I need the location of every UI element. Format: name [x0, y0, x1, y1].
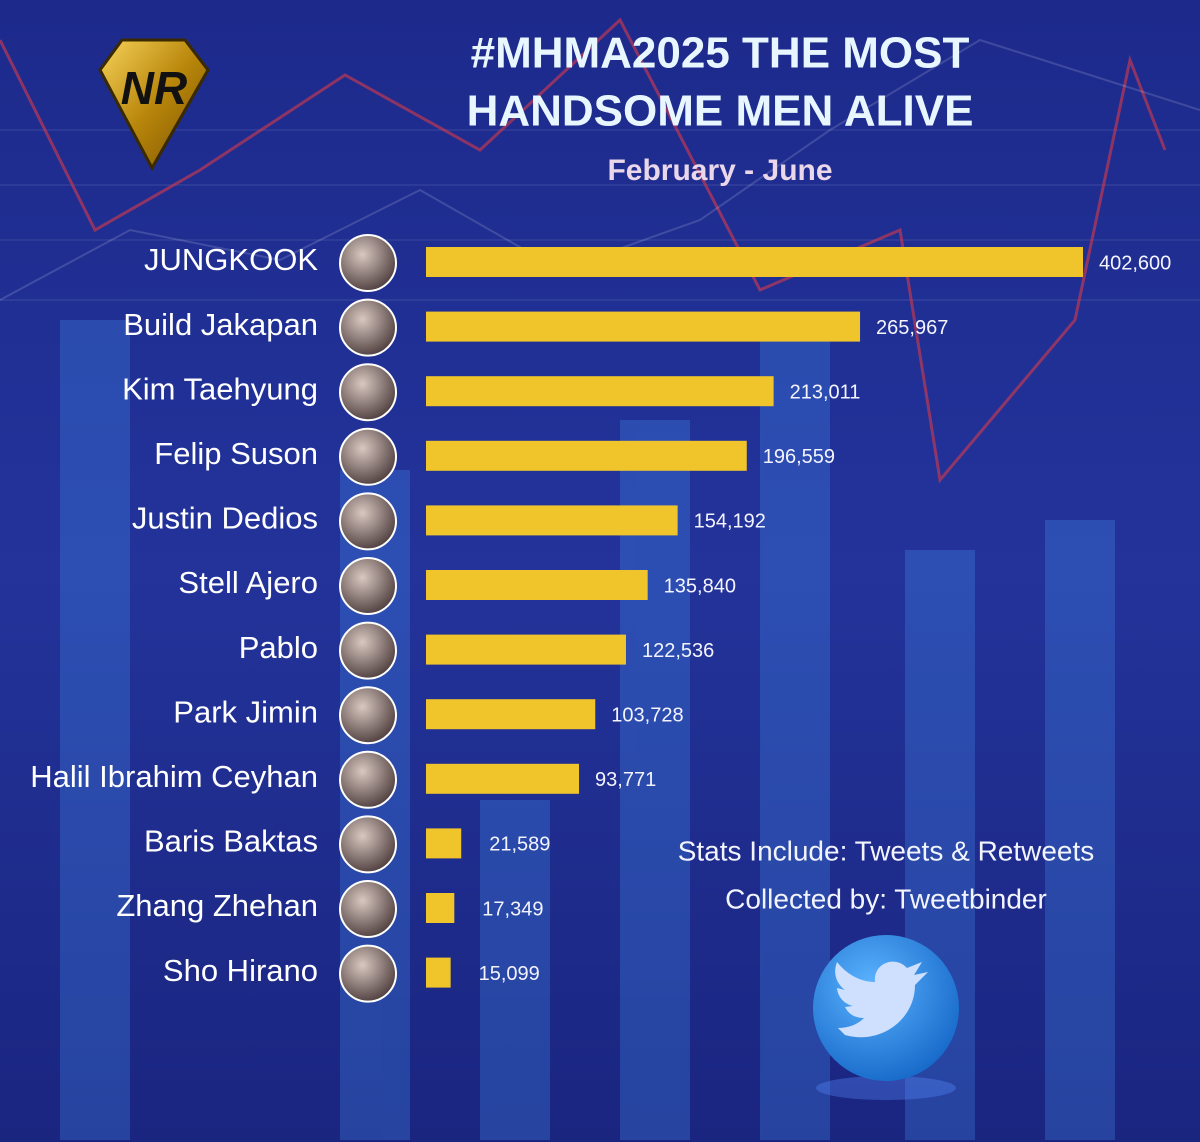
category-label: Stell Ajero [178, 565, 318, 600]
avatar [339, 363, 397, 422]
category-label: Felip Suson [154, 436, 318, 471]
bar [426, 828, 462, 859]
avatar [339, 815, 397, 874]
category-label: JUNGKOOK [144, 242, 318, 277]
avatar [339, 234, 397, 292]
avatar [339, 492, 397, 551]
value-label: 17,349 [482, 898, 543, 920]
bar [426, 634, 626, 665]
avatar [339, 944, 397, 1003]
category-label: Kim Taehyung [122, 371, 318, 406]
value-label: 15,099 [479, 963, 540, 985]
category-label: Justin Dedios [132, 501, 318, 536]
value-label: 196,559 [763, 446, 835, 468]
category-label: Halil Ibrahim Ceyhan [30, 759, 318, 794]
decor-grid [0, 129, 1200, 301]
value-label: 213,011 [790, 381, 861, 403]
category-label: Zhang Zhehan [116, 888, 318, 923]
category-label: Sho Hirano [163, 953, 318, 988]
bar [426, 505, 678, 536]
bar [426, 376, 774, 407]
value-label: 402,600 [1099, 252, 1171, 274]
avatar [339, 880, 397, 938]
value-label: 135,840 [664, 575, 736, 597]
value-label: 154,192 [694, 511, 766, 533]
category-label: Park Jimin [173, 694, 318, 729]
bar [426, 893, 455, 923]
annotation: Collected by: Tweetbinder [725, 883, 1047, 914]
bar [426, 570, 648, 600]
value-label: 21,589 [489, 834, 550, 856]
avatar [339, 750, 397, 809]
category-label: Pablo [239, 630, 318, 665]
avatar [339, 621, 397, 680]
bar [426, 440, 747, 471]
logo: NR [98, 38, 210, 172]
value-label: 93,771 [595, 769, 656, 791]
annotation: Stats Include: Tweets & Retweets [678, 835, 1095, 866]
category-label: Build Jakapan [123, 307, 318, 342]
bar [426, 247, 1083, 277]
avatar [339, 298, 397, 357]
value-label: 103,728 [611, 704, 683, 726]
avatar [339, 686, 397, 745]
bar [426, 763, 580, 794]
decor-line [0, 17, 1167, 484]
category-label: Baris Baktas [144, 824, 318, 859]
bar [426, 699, 596, 730]
chart-subtitle: February - June [607, 154, 832, 187]
bar [426, 311, 861, 342]
value-label: 265,967 [876, 317, 948, 339]
logo-text: NR [121, 62, 187, 114]
chart-title: HANDSOME MEN ALIVE [467, 87, 974, 136]
value-label: 122,536 [642, 640, 714, 662]
decor-bars [60, 320, 1115, 1140]
avatar [339, 427, 397, 486]
rows: JUNGKOOK 402,600 Build Jakapan 265,967 Kim T… [30, 234, 1171, 1003]
chart-title: #MHMA2025 THE MOST [471, 29, 970, 78]
twitter-icon [813, 935, 959, 1100]
bar [426, 957, 451, 988]
avatar [339, 557, 397, 615]
